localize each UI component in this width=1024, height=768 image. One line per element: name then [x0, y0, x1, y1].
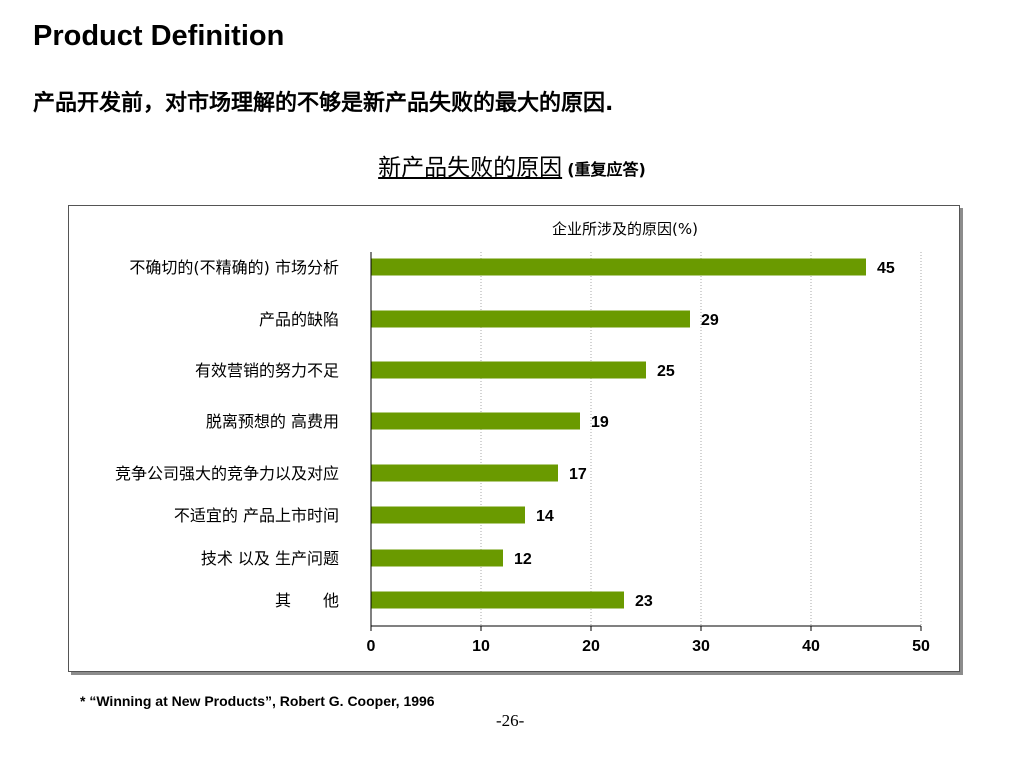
- bar-value-5: 14: [536, 508, 554, 525]
- tick-label-10: 10: [472, 638, 490, 655]
- chart-heading-note: (重复应答): [567, 160, 646, 179]
- tick-label-30: 30: [692, 638, 710, 655]
- bar-0: [371, 258, 866, 276]
- bar-value-2: 25: [657, 363, 675, 380]
- page-number: -26-: [496, 711, 525, 730]
- bar-chart: 企业所涉及的原因(%) 45 不确切的(不精确的) 市场分析 29 产品的缺陷 25 有效营…: [115, 220, 930, 655]
- bar-value-1: 29: [701, 312, 719, 329]
- bar-6: [371, 549, 503, 567]
- tick-label-40: 40: [802, 638, 820, 655]
- bar-value-3: 19: [591, 414, 609, 431]
- chart-heading-main: 新产品失败的原因: [378, 155, 563, 181]
- bar-5: [371, 506, 525, 524]
- category-label-2: 有效营销的努力不足: [195, 361, 339, 380]
- bar-value-4: 17: [569, 466, 587, 483]
- axis-title: 企业所涉及的原因(%): [552, 220, 698, 238]
- bar-1: [371, 310, 690, 328]
- chart-heading: 新产品失败的原因 (重复应答): [0, 148, 1024, 182]
- category-label-7: 其 他: [275, 591, 339, 610]
- category-label-0: 不确切的(不精确的) 市场分析: [129, 258, 339, 277]
- chart-frame: 企业所涉及的原因(%) 45 不确切的(不精确的) 市场分析 29 产品的缺陷 25 有效营…: [68, 205, 960, 672]
- category-label-6: 技术 以及 生产问题: [201, 549, 339, 568]
- category-label-4: 竞争公司强大的竞争力以及对应: [115, 464, 339, 483]
- category-label-1: 产品的缺陷: [259, 310, 339, 329]
- bar-value-6: 12: [514, 551, 532, 568]
- category-label-3: 脱离预想的 高费用: [206, 412, 339, 431]
- bar-7: [371, 591, 624, 609]
- category-label-5: 不适宜的 产品上市时间: [174, 506, 339, 525]
- bar-4: [371, 464, 558, 482]
- bar-value-7: 23: [635, 593, 653, 610]
- bar-3: [371, 412, 580, 430]
- tick-label-0: 0: [367, 638, 376, 655]
- slide-title: Product Definition: [33, 20, 285, 52]
- tick-label-20: 20: [582, 638, 600, 655]
- bar-2: [371, 361, 646, 379]
- source-note: * “Winning at New Products”, Robert G. C…: [80, 693, 435, 709]
- tick-label-50: 50: [912, 638, 930, 655]
- slide-subtitle: 产品开发前，对市场理解的不够是新产品失败的最大的原因.: [33, 91, 614, 116]
- bar-value-0: 45: [877, 260, 895, 277]
